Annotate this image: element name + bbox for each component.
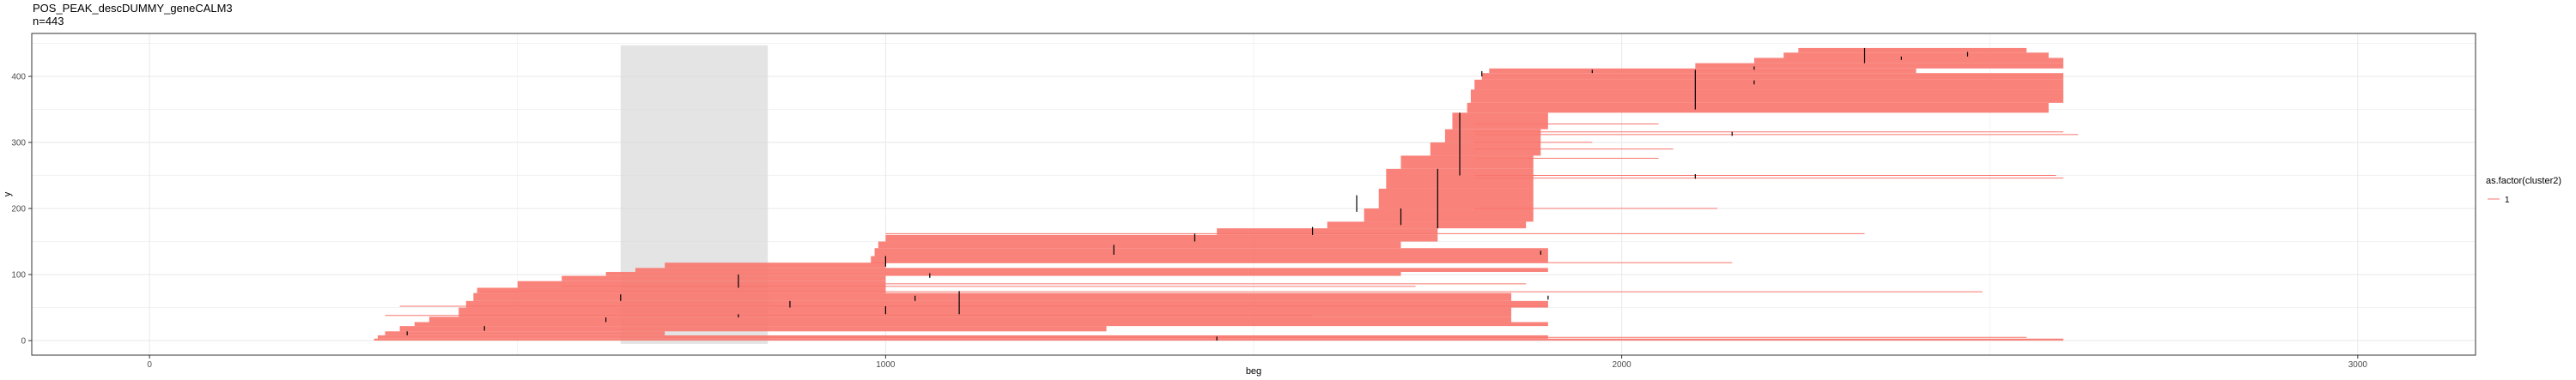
segment-block <box>878 241 1401 249</box>
segment-block <box>399 326 1107 332</box>
segment-block <box>414 322 1548 327</box>
legend: as.factor(cluster2) 1 <box>2486 176 2561 205</box>
segment-block <box>385 331 665 335</box>
segment-block <box>1489 68 1917 74</box>
x-tick-label: 2000 <box>1612 360 1631 370</box>
legend-title: as.factor(cluster2) <box>2486 176 2561 186</box>
segment-block <box>1386 168 1534 189</box>
segment-block <box>885 234 1438 242</box>
segment-block <box>1783 52 2049 58</box>
segment-block <box>473 293 1512 301</box>
segment-block <box>1798 47 2027 53</box>
chart-subtitle: n=443 <box>33 15 64 27</box>
segment-block <box>459 307 1512 317</box>
segment-block <box>1474 79 2063 90</box>
x-tick-label: 0 <box>147 360 152 370</box>
segment-block <box>874 248 1548 256</box>
peaks-layer <box>406 47 1969 341</box>
y-tick-label: 0 <box>21 337 26 347</box>
x-axis: 0 1000 2000 3000 <box>147 355 2367 370</box>
segment-block <box>1452 112 1548 130</box>
segment-block <box>1327 221 1527 229</box>
legend-label: 1 <box>2505 196 2510 205</box>
segment-block <box>1217 228 1438 235</box>
segment-block <box>1400 155 1534 169</box>
segment-block <box>1481 73 2063 80</box>
segment-block <box>374 338 2063 341</box>
x-axis-title: beg <box>1246 366 1261 377</box>
segment-block <box>605 271 1401 276</box>
segment-block <box>1364 208 1534 222</box>
y-axis: 0 100 200 300 400 <box>11 73 32 347</box>
segments-layer <box>374 47 2079 341</box>
segment-block <box>1378 188 1534 209</box>
segment-block <box>465 300 1548 308</box>
segment-block <box>1444 129 1541 143</box>
segment-block <box>517 280 886 288</box>
segment-block <box>562 275 886 281</box>
y-tick-label: 400 <box>11 73 26 82</box>
x-tick-label: 1000 <box>876 360 896 370</box>
segment-block <box>665 262 886 268</box>
segment-block <box>871 256 1548 263</box>
segment-block <box>477 287 886 293</box>
y-axis-title: y <box>3 191 13 196</box>
segment-block <box>1470 89 2063 103</box>
y-tick-label: 200 <box>11 205 26 214</box>
panel-border <box>31 33 2476 356</box>
segment-block <box>1753 57 2063 63</box>
segment-block <box>635 268 1548 272</box>
chart-title: POS_PEAK_descDUMMY_geneCALM3 <box>33 2 233 15</box>
segment-block <box>1695 63 2063 69</box>
x-tick-label: 3000 <box>2348 360 2368 370</box>
y-tick-label: 100 <box>11 271 26 280</box>
segment-block <box>428 317 1512 323</box>
y-tick-label: 300 <box>11 139 26 148</box>
segment-block <box>1467 102 2049 113</box>
